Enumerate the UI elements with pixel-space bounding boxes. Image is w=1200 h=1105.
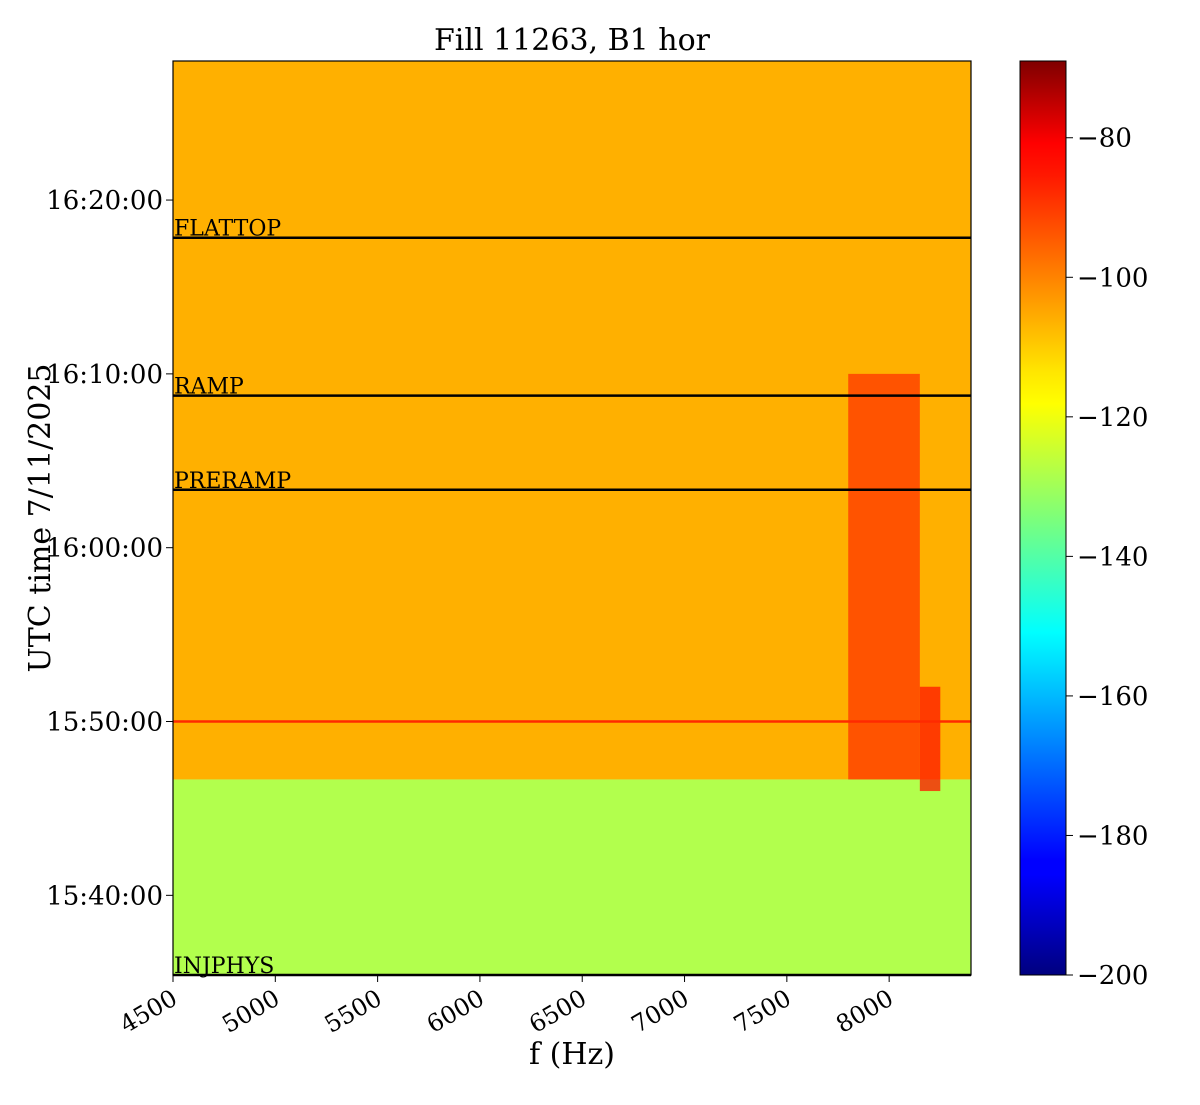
colorbar-frame — [1019, 60, 1067, 976]
colorbar-tick-label: −120 — [1077, 403, 1148, 433]
y-axis: 15:40:00 15:50:00 16:00:00 16:10:00 16:20:00 — [46, 186, 173, 911]
phase-label: RAMP — [174, 375, 244, 400]
colorbar-tick-label: −140 — [1077, 542, 1148, 572]
x-tick-label: 8000 — [831, 984, 898, 1039]
x-tick-label: 5500 — [320, 984, 387, 1039]
heatmap-region — [173, 61, 971, 780]
colorbar — [1020, 61, 1066, 975]
heatmap-layer — [173, 61, 971, 975]
phase-label: PRERAMP — [174, 469, 291, 494]
x-tick-label: 5000 — [217, 984, 284, 1039]
heatmap-hot-band — [848, 373, 920, 780]
colorbar-tick-label: −180 — [1077, 821, 1148, 851]
colorbar-ticks: −80 −100 −120 −140 −160 −180 −200 — [1066, 124, 1148, 991]
x-tick-label: 4500 — [115, 984, 182, 1039]
x-tick-label: 6000 — [422, 984, 489, 1039]
heatmap-hot-band — [919, 686, 941, 792]
y-tick-label: 16:20:00 — [46, 186, 163, 216]
chart-title: Fill 11263, B1 hor — [434, 23, 711, 58]
y-axis-label: UTC time 7/11/2025 — [23, 364, 58, 673]
plot-frame — [172, 60, 972, 976]
x-tick-label: 6500 — [524, 984, 591, 1039]
heatmap-region — [173, 779, 971, 975]
colorbar-tick-label: −80 — [1077, 124, 1132, 154]
x-tick-label: 7000 — [627, 984, 694, 1039]
x-axis: 4500 5000 5500 6000 6500 7000 7500 8000 — [115, 975, 898, 1039]
y-tick-label: 16:00:00 — [46, 534, 163, 564]
y-tick-label: 15:40:00 — [46, 881, 163, 911]
colorbar-tick-label: −200 — [1077, 961, 1148, 991]
colorbar-tick-label: −160 — [1077, 682, 1148, 712]
y-tick-label: 16:10:00 — [46, 360, 163, 390]
colorbar-tick-label: −100 — [1077, 263, 1148, 293]
x-axis-label: f (Hz) — [529, 1037, 615, 1072]
y-tick-label: 15:50:00 — [46, 708, 163, 738]
phase-label: FLATTOP — [174, 217, 281, 242]
x-tick-label: 7500 — [729, 984, 796, 1039]
